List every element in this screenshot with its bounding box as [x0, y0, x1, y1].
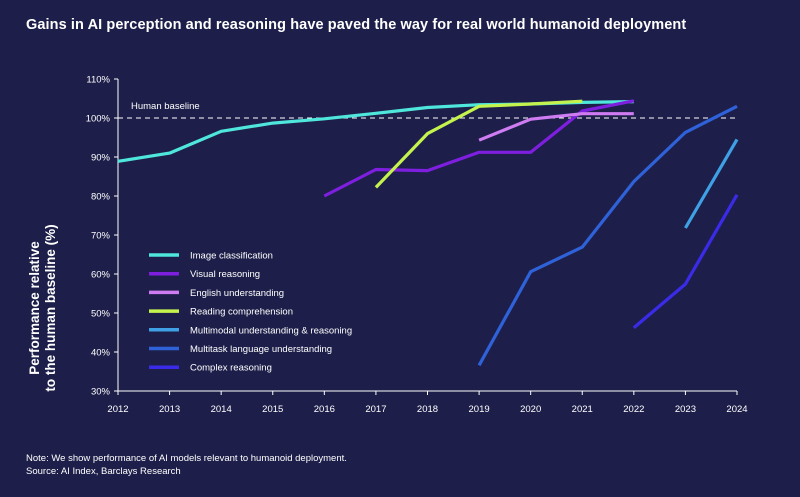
series-line — [632, 193, 739, 330]
x-tick-label: 2017 — [365, 404, 386, 415]
x-tick-label: 2013 — [159, 404, 180, 415]
series-line — [477, 104, 738, 367]
y-tick-label: 40% — [91, 348, 111, 359]
x-tick-label: 2015 — [262, 404, 283, 415]
series-line — [478, 112, 634, 142]
x-tick-label: 2018 — [417, 404, 438, 415]
legend-label: Visual reasoning — [190, 269, 260, 280]
y-tick-label: 70% — [91, 231, 111, 242]
y-tick-label: 110% — [86, 75, 110, 86]
human-baseline-label: Human baseline — [131, 101, 200, 112]
chart-title: Gains in AI perception and reasoning hav… — [26, 17, 687, 33]
chart-source: Source: AI Index, Barclays Research — [26, 466, 181, 477]
y-tick-label: 80% — [91, 192, 111, 203]
x-tick-label: 2021 — [572, 404, 593, 415]
legend-label: Multitask language understanding — [190, 344, 332, 355]
y-tick-label: 50% — [91, 309, 111, 320]
series-line — [323, 99, 635, 198]
x-tick-label: 2012 — [107, 404, 128, 415]
x-tick-label: 2016 — [314, 404, 335, 415]
legend-label: Multimodal understanding & reasoning — [190, 325, 352, 336]
x-tick-label: 2014 — [211, 404, 232, 415]
legend-label: English understanding — [190, 288, 284, 299]
legend-label: Complex reasoning — [190, 363, 272, 374]
series-line — [374, 99, 583, 189]
legend-label: Reading comprehension — [190, 307, 293, 318]
series-line — [684, 138, 739, 229]
y-tick-label: 90% — [91, 153, 111, 164]
x-tick-label: 2020 — [520, 404, 541, 415]
x-tick-label: 2019 — [469, 404, 490, 415]
y-tick-label: 60% — [91, 270, 111, 281]
x-tick-label: 2024 — [726, 404, 747, 415]
legend-label: Image classification — [190, 251, 273, 262]
y-tick-label: 100% — [86, 114, 111, 125]
y-tick-label: 30% — [91, 387, 111, 398]
x-tick-label: 2023 — [675, 404, 696, 415]
chart-note: Note: We show performance of AI models r… — [26, 453, 347, 464]
x-tick-label: 2022 — [623, 404, 644, 415]
